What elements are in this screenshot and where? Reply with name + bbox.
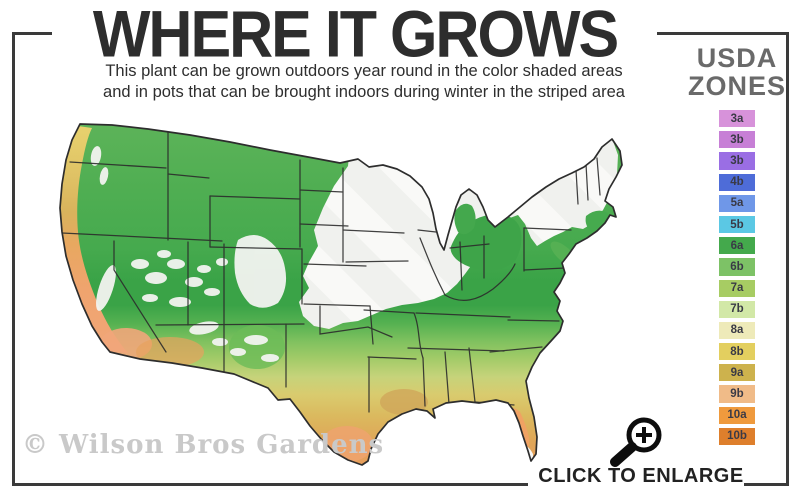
zone-chip-12: 8b	[719, 343, 755, 361]
us-map-graphic	[59, 123, 623, 466]
zone-chip-11: 8a	[719, 321, 755, 340]
zone-chip-15: 10a	[719, 406, 755, 424]
zone-chip-6: 5b	[719, 215, 755, 234]
magnifier-plus-icon[interactable]	[602, 410, 668, 468]
zone-chip-3: 3b	[719, 152, 755, 170]
usda-zone-legend: 3a 3b 3b 4b 5a 5b 6a 6b 7a 7b 8a 8b 9a 9b 10a 10b	[719, 110, 755, 445]
zone-chip-7: 6a	[719, 237, 755, 255]
mountain-white-patches	[90, 146, 287, 362]
frame-border-top-right	[657, 32, 789, 35]
us-outline	[59, 123, 623, 466]
zone-chip-8: 6b	[719, 258, 755, 276]
zone-chip-10: 7b	[719, 300, 755, 318]
frame-border-top-left	[12, 32, 52, 35]
zone-chip-1: 3a	[719, 110, 755, 128]
frame-border-right	[786, 32, 789, 486]
zone-chip-14: 9b	[719, 385, 755, 403]
frame-border-bottom-right	[744, 483, 789, 486]
zone-chip-5: 5a	[719, 194, 755, 212]
click-to-enlarge-button[interactable]: CLICK TO ENLARGE	[538, 465, 744, 487]
desert-orange-patch	[136, 337, 204, 367]
zone-chip-4: 4b	[719, 173, 755, 191]
watermark: © Wilson Bros Gardens	[22, 430, 385, 460]
subtitle: This plant can be grown outdoors year ro…	[58, 61, 670, 102]
legend-title: USDA ZONES	[683, 44, 791, 100]
legend-title-line-2: ZONES	[687, 71, 786, 101]
louisiana-tan-patch	[380, 389, 428, 415]
zone-chip-16: 10b	[719, 427, 755, 445]
green-zone-lobes	[450, 203, 612, 271]
frame-border-left	[12, 32, 15, 486]
frame-border-bottom-left	[12, 483, 528, 486]
zone-chip-9: 7a	[719, 279, 755, 297]
page-title: WHERE IT GROWS	[92, 0, 619, 71]
subtitle-line-1: This plant can be grown outdoors year ro…	[105, 62, 623, 80]
zone-chip-13: 9a	[719, 364, 755, 382]
legend-title-line-1: USDA	[696, 43, 778, 73]
nm-highlands-green	[229, 325, 285, 369]
usda-zone-map[interactable]	[52, 112, 687, 470]
subtitle-line-2: and in pots that can be brought indoors …	[103, 82, 625, 101]
zone-chip-2: 3b	[719, 131, 755, 149]
